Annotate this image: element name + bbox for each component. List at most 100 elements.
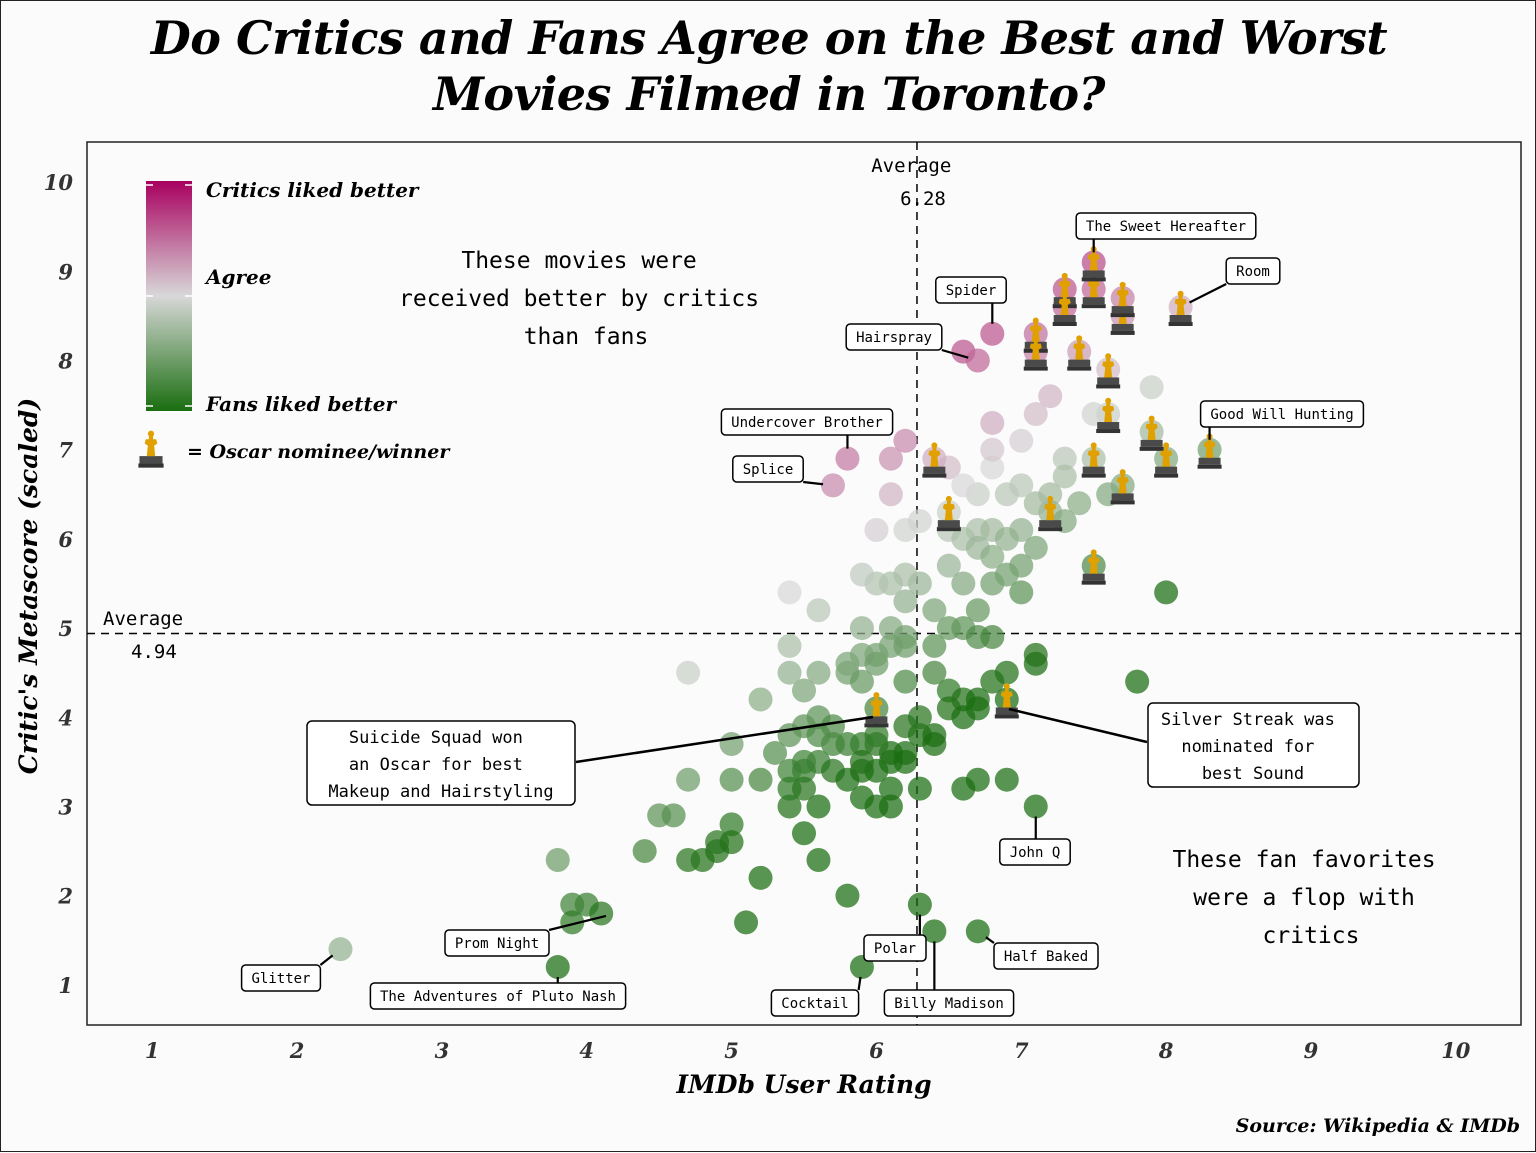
avg-x-label: Average 6.28 [871, 155, 963, 210]
data-point [980, 455, 1005, 480]
point-label: John Q [999, 816, 1071, 866]
x-axis-title: IMDb User Rating [675, 1070, 931, 1099]
data-point [1023, 535, 1048, 560]
x-tick-label: 7 [1014, 1038, 1029, 1063]
chart-title-line1: Do Critics and Fans Agree on the Best an… [150, 11, 1388, 65]
data-point [719, 732, 744, 757]
plot-area [86, 141, 1522, 1026]
data-point [994, 482, 1019, 507]
svg-text:The Adventures of Pluto Nash: The Adventures of Pluto Nash [380, 989, 616, 1005]
legend-agree-label: Agree [204, 265, 272, 289]
data-point [560, 910, 585, 935]
data-point [864, 517, 889, 542]
legend-critics-label: Critics liked better [206, 178, 420, 202]
y-tick-label: 8 [57, 349, 73, 374]
fans-region-note: These fan favorites were a flop with cri… [1173, 847, 1450, 949]
point-label: Undercover Brother [720, 408, 894, 449]
data-point [965, 598, 990, 623]
data-point [864, 723, 889, 748]
data-point [907, 892, 932, 917]
data-point [748, 687, 773, 712]
point-label: The Adventures of Pluto Nash [369, 977, 627, 1010]
data-point [936, 553, 961, 578]
data-point [734, 910, 759, 935]
data-point [965, 696, 990, 721]
legend: Critics liked better Agree Fans liked be… [138, 178, 451, 468]
data-point [1009, 553, 1034, 578]
data-point [806, 794, 831, 819]
chart-title-line2: Movies Filmed in Toronto? [432, 67, 1106, 121]
data-point [545, 955, 570, 980]
data-point [1009, 428, 1034, 453]
data-point [820, 473, 845, 498]
data-point [907, 705, 932, 730]
data-point [1125, 669, 1150, 694]
data-point [878, 749, 903, 774]
data-point [994, 660, 1019, 685]
data-point [777, 633, 802, 658]
y-tick-label: 3 [58, 794, 73, 819]
data-point [835, 446, 860, 471]
legend-oscar-label: = Oscar nominee/winner [187, 441, 451, 463]
data-point [1023, 794, 1048, 819]
data-point [893, 428, 918, 453]
data-point [980, 437, 1005, 462]
point-label: Glitter [240, 954, 334, 992]
y-tick-label: 2 [57, 884, 73, 909]
data-point [792, 678, 816, 703]
data-point [1023, 491, 1048, 516]
data-point [849, 785, 874, 810]
x-tick-label: 10 [1441, 1038, 1471, 1063]
data-point [893, 589, 918, 614]
data-point [893, 669, 918, 694]
y-tick-label: 4 [58, 705, 73, 730]
data-point [1023, 642, 1048, 667]
data-point [965, 348, 990, 373]
svg-text:Hairspray: Hairspray [856, 330, 932, 346]
data-point [1052, 446, 1077, 471]
point-label: Billy Madison [883, 941, 1015, 1017]
data-point [1154, 580, 1179, 605]
data-point [922, 732, 947, 757]
y-tick-label: 9 [58, 259, 73, 284]
point-label: Splice [732, 455, 824, 486]
svg-text:Room: Room [1236, 264, 1270, 280]
data-point [1139, 375, 1164, 400]
data-point [936, 616, 961, 641]
data-point [849, 616, 874, 641]
point-label: The Sweet Hereafter [1075, 212, 1257, 253]
data-point [748, 767, 773, 792]
data-point [676, 660, 701, 685]
oscar-legend-icon [138, 430, 164, 468]
data-point [806, 660, 831, 685]
data-point [719, 812, 744, 837]
point-label: Spider [935, 276, 1007, 324]
suicide-squad-callout: Suicide Squad won an Oscar for best Make… [306, 715, 874, 806]
svg-text:Glitter: Glitter [251, 971, 310, 987]
data-point [545, 847, 570, 872]
svg-text:Billy Madison: Billy Madison [894, 996, 1004, 1012]
data-point [864, 651, 889, 676]
y-tick-label: 6 [58, 527, 73, 552]
data-point [589, 901, 614, 926]
data-point [632, 839, 657, 864]
data-point [951, 473, 976, 498]
y-tick-label: 5 [58, 616, 73, 641]
y-tick-label: 1 [58, 973, 73, 998]
svg-text:Polar: Polar [874, 941, 916, 957]
y-axis-title: Critic's Metascore (scaled) [14, 398, 43, 774]
data-point [922, 660, 947, 685]
data-point [719, 767, 744, 792]
data-point [777, 660, 802, 685]
data-point [748, 865, 773, 890]
point-label: Cocktail [770, 976, 862, 1017]
data-point [965, 919, 990, 944]
data-point [820, 714, 845, 739]
x-tick-label: 3 [435, 1038, 450, 1063]
data-point [1009, 517, 1034, 542]
data-point [719, 830, 744, 855]
data-point [661, 803, 686, 828]
data-point [965, 767, 990, 792]
svg-text:Silver Streak was nomi: Silver Streak was nominated for best Sou… [1161, 710, 1345, 784]
